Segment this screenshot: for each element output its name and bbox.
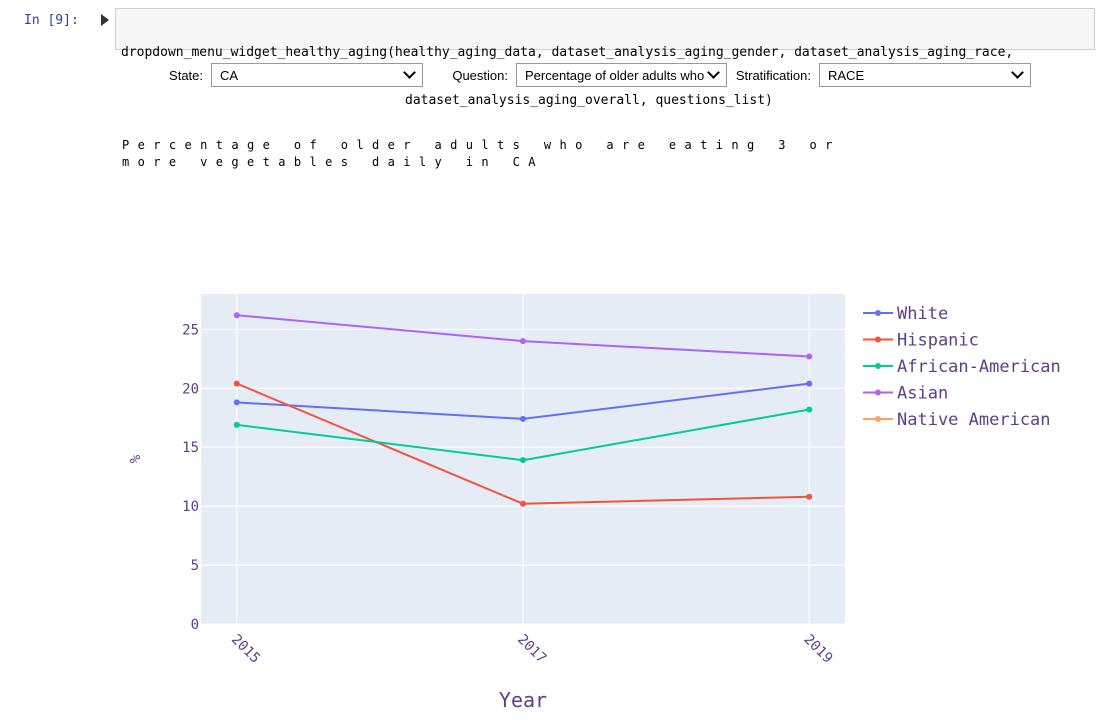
- cell-prompt: In [9]:: [24, 13, 79, 28]
- data-point: [806, 493, 813, 500]
- legend-marker: [875, 416, 881, 422]
- x-tick-label: 2019: [800, 632, 835, 667]
- widget: State: CA: [150, 62, 423, 88]
- legend-marker: [875, 310, 881, 316]
- x-tick-label: 2015: [228, 632, 263, 667]
- code-cell[interactable]: dropdown_menu_widget_healthy_aging(healt…: [115, 8, 1095, 108]
- widget-label: Question:: [452, 67, 508, 83]
- dropdown-value: Percentage of older adults who: [525, 67, 705, 83]
- y-tick-label: 5: [191, 558, 199, 574]
- legend-marker: [875, 389, 881, 396]
- code-line: dropdown_menu_widget_healthy_aging(healt…: [121, 45, 1014, 60]
- data-point: [233, 399, 240, 406]
- run-button[interactable]: [101, 14, 109, 26]
- dropdown[interactable]: RACE: [819, 63, 1031, 87]
- chart-title: Percentage of older adults who are eatin…: [122, 138, 841, 169]
- y-tick-label: 20: [182, 381, 199, 397]
- legend-marker: [875, 363, 881, 369]
- widget-label: State:: [169, 67, 203, 83]
- widget: Question: Percentage of older adults who: [430, 62, 727, 88]
- dropdown-value: CA: [220, 67, 239, 83]
- dropdown[interactable]: Percentage of older adults who: [516, 63, 727, 87]
- data-point: [520, 338, 526, 345]
- data-point: [806, 406, 813, 413]
- y-tick-label: 15: [182, 440, 199, 456]
- data-point: [520, 500, 526, 507]
- widget: Stratification: RACE: [727, 62, 1031, 88]
- legend-marker: [875, 336, 881, 343]
- data-point: [233, 421, 240, 428]
- y-tick-label: 25: [182, 322, 199, 338]
- data-point: [233, 380, 240, 387]
- y-tick-label: 0: [191, 617, 199, 633]
- y-tick-label: 10: [182, 499, 199, 515]
- data-point: [233, 312, 240, 319]
- data-point: [520, 415, 526, 422]
- data-point: [520, 457, 526, 464]
- y-axis-label: %: [128, 454, 144, 463]
- legend-label: Native American: [897, 410, 1051, 430]
- dropdown-value: RACE: [828, 67, 865, 83]
- code-line: dataset_analysis_aging_overall, question…: [405, 93, 773, 108]
- legend-label: Asian: [897, 384, 948, 404]
- x-tick-label: 2017: [514, 632, 549, 667]
- widget-label: Stratification:: [735, 67, 811, 83]
- data-point: [806, 353, 813, 360]
- legend-label: African-American: [897, 357, 1061, 377]
- dropdown[interactable]: CA: [211, 63, 423, 87]
- x-axis-label: Year: [499, 688, 547, 712]
- legend-label: Hispanic: [897, 331, 979, 351]
- data-point: [806, 380, 813, 387]
- legend-label: White: [897, 304, 948, 324]
